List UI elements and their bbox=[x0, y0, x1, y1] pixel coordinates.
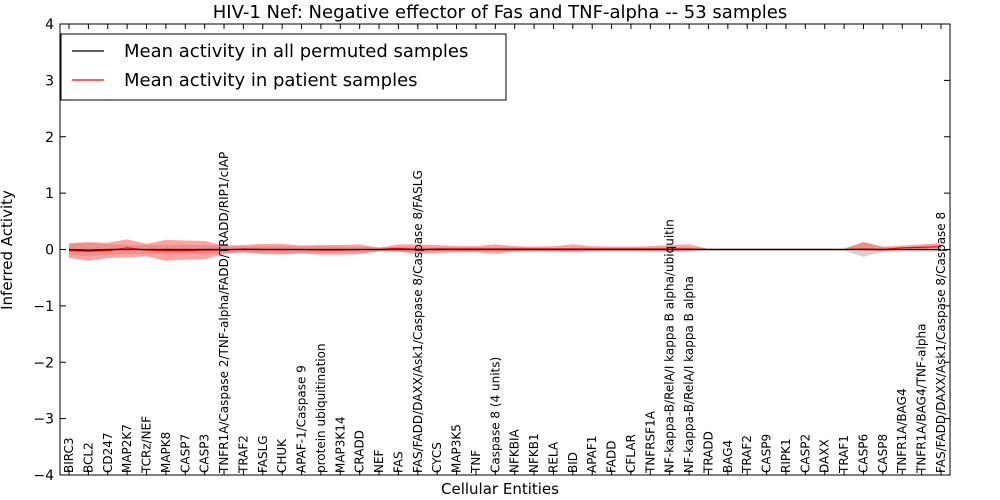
x-tick-label: CASP3 bbox=[198, 434, 212, 473]
series-line-0 bbox=[68, 248, 941, 251]
y-tick-label: −4 bbox=[33, 468, 54, 484]
x-tick-label: FASLG bbox=[256, 435, 270, 473]
x-tick-label: TRAF2 bbox=[236, 435, 250, 474]
x-tick-label: MAP2K7 bbox=[120, 424, 134, 473]
y-tick-label: 3 bbox=[45, 73, 54, 89]
x-tick-label: protein ubiquitination bbox=[314, 343, 328, 473]
x-tick-label: TCRz/NEF bbox=[140, 416, 154, 474]
x-tick-label: MAP3K5 bbox=[450, 424, 464, 473]
x-tick-label: TNFR1A/Caspase 2/TNF-alpha/FADD/TRADD/RI… bbox=[217, 152, 231, 474]
x-tick-label: NF-kappa-B/RelA/I kappa B alpha bbox=[682, 276, 696, 473]
x-tick-label: BIRC3 bbox=[62, 437, 76, 473]
x-tick-label: TNFR1A/BAG4/TNF-alpha bbox=[915, 324, 929, 474]
x-tick-label: CYCS bbox=[430, 442, 444, 473]
x-tick-label: NEF bbox=[372, 449, 386, 473]
x-tick-label: FADD bbox=[605, 441, 619, 474]
legend-box bbox=[60, 33, 507, 101]
chart-title: HIV-1 Nef: Negative effector of Fas and … bbox=[213, 2, 788, 23]
x-tick-label: APAF-1/Caspase 9 bbox=[295, 365, 309, 473]
y-axis: −4 −3 −2 −1 0 1 2 3 4 bbox=[33, 17, 950, 484]
legend-label-patient: Mean activity in patient samples bbox=[124, 70, 418, 91]
x-tick-label: FAS/FADD/DAXX/Ask1/Caspase 8/Caspase 8 bbox=[934, 212, 948, 473]
x-tick-label: MAP3K14 bbox=[333, 416, 347, 473]
x-axis-label: Cellular Entities bbox=[441, 480, 559, 498]
legend-label-permuted: Mean activity in all permuted samples bbox=[124, 41, 468, 62]
series-lines bbox=[68, 246, 942, 252]
x-tick-label: NFKB1 bbox=[527, 433, 541, 473]
y-tick-label: −2 bbox=[33, 355, 54, 371]
y-tick-label: 2 bbox=[45, 130, 54, 146]
x-tick-label: RELA bbox=[546, 441, 560, 473]
x-tick-label: CASP8 bbox=[876, 434, 890, 473]
x-tick-label: DAXX bbox=[818, 439, 832, 473]
x-tick-label: RIPK1 bbox=[779, 438, 793, 473]
x-tick-label: TRAF1 bbox=[837, 435, 851, 474]
x-tick-label: CHUK bbox=[275, 438, 289, 473]
y-tick-label: 4 bbox=[45, 17, 54, 33]
x-tick-label: BCL2 bbox=[81, 442, 95, 473]
x-tick-label: MAPK8 bbox=[159, 432, 173, 473]
x-tick-label: CASP9 bbox=[760, 434, 774, 473]
x-tick-label: TNFR1A/BAG4 bbox=[895, 388, 909, 474]
x-tick-label: CD247 bbox=[101, 432, 115, 473]
x-tick-label: NF-kappa-B/RelA/I kappa B alpha/ubiquiti… bbox=[663, 219, 677, 473]
y-tick-label: 1 bbox=[45, 186, 54, 202]
legend: Mean activity in all permuted samples Me… bbox=[60, 33, 507, 101]
x-tick-label: FAS/FADD/DAXX/Ask1/Caspase 8/Caspase 8/F… bbox=[411, 170, 425, 473]
x-tick-label: FAS bbox=[391, 451, 405, 473]
x-tick-label: CRADD bbox=[353, 430, 367, 473]
x-tick-label: APAF1 bbox=[585, 436, 599, 473]
x-tick-label: CASP7 bbox=[178, 434, 192, 473]
y-tick-label: 0 bbox=[45, 243, 54, 259]
x-tick-label: TRADD bbox=[701, 431, 715, 474]
x-axis: BIRC3 BCL2 CD247 MAP2K7 TCRz/NEF MAPK8 CASP7 CA… bbox=[62, 24, 948, 475]
x-tick-label: CASP6 bbox=[856, 434, 870, 473]
x-tick-label: BID bbox=[566, 452, 580, 473]
x-tick-label: Caspase 8 (4 units) bbox=[488, 357, 502, 473]
x-tick-label: TRAF2 bbox=[740, 435, 754, 474]
y-tick-label: −1 bbox=[33, 299, 54, 315]
x-tick-label: CASP2 bbox=[798, 434, 812, 473]
x-tick-label: CFLAR bbox=[624, 434, 638, 473]
x-tick-label: TNF bbox=[469, 450, 483, 474]
x-tick-label: BAG4 bbox=[721, 440, 735, 473]
y-tick-label: −3 bbox=[33, 412, 54, 428]
x-tick-label: NFKBIA bbox=[508, 428, 522, 473]
x-tick-label: TNFRSF1A bbox=[643, 410, 657, 474]
y-axis-label: Inferred Activity bbox=[0, 190, 16, 310]
